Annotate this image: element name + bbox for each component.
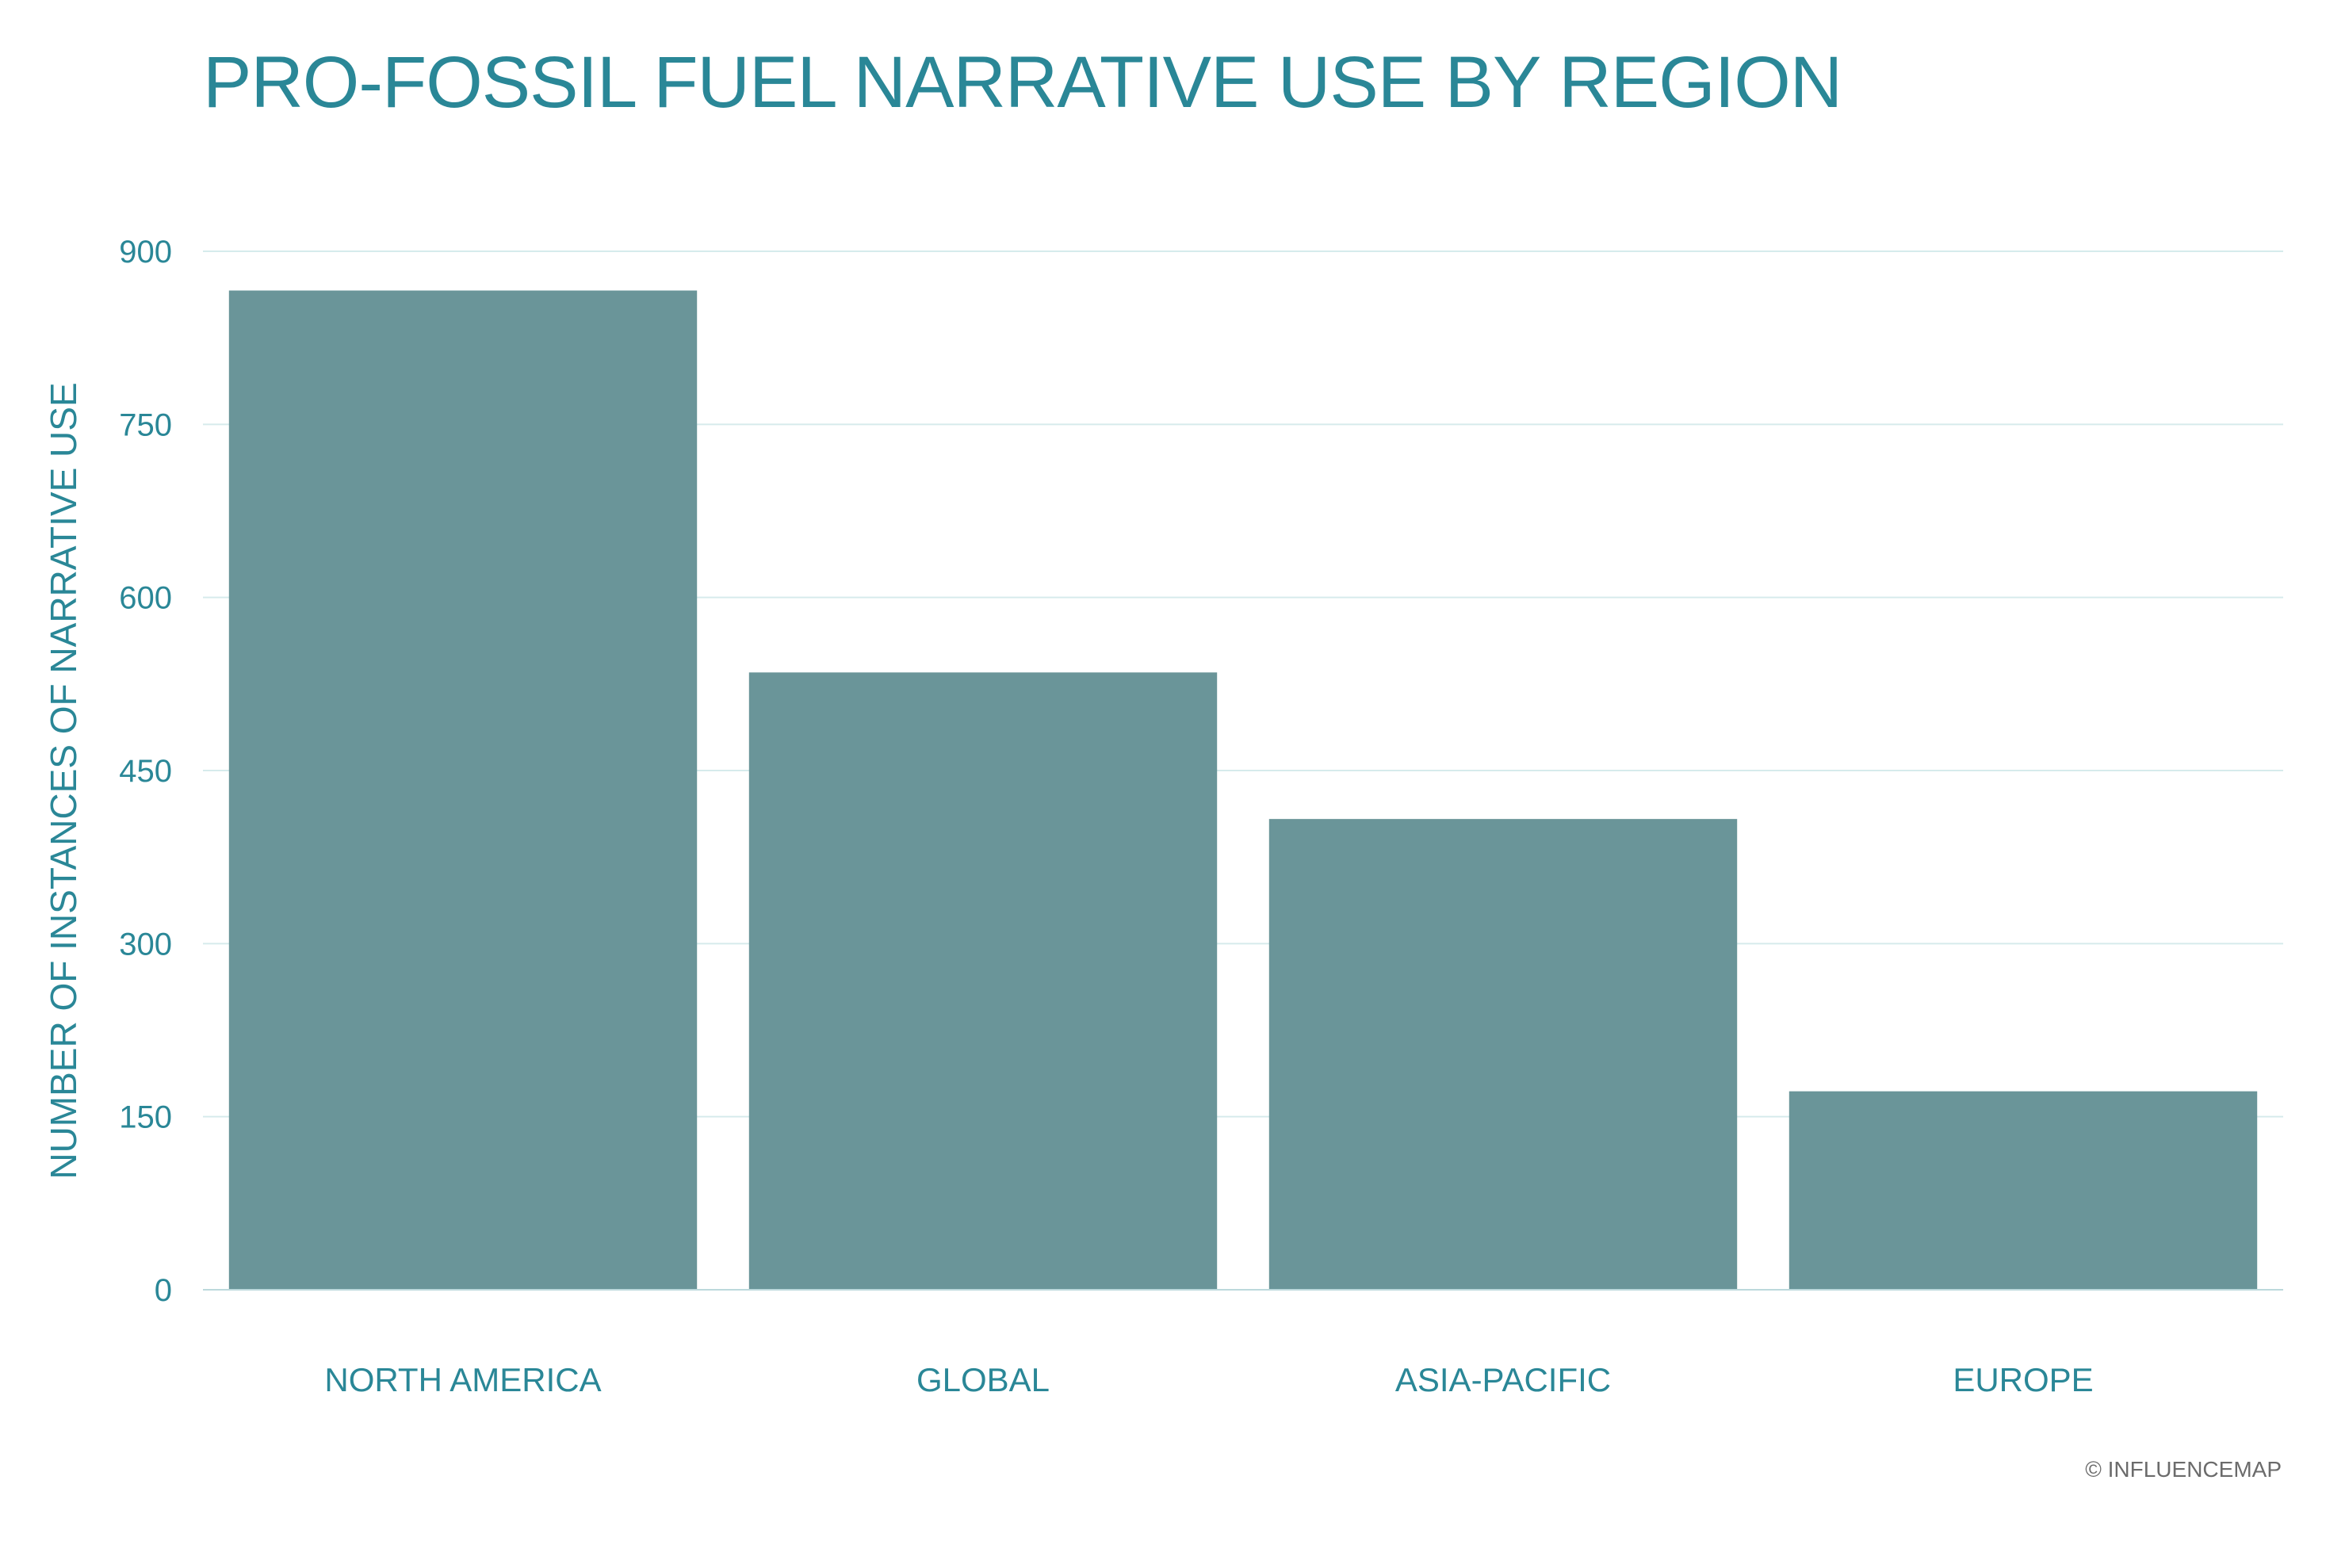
y-tick-label: 150 [119,1100,172,1135]
bars [228,290,2258,1290]
y-tick-label: 900 [119,235,172,270]
bar-europe [1788,1091,2258,1290]
credit-label: © INFLUENCEMAP [2085,1457,2282,1482]
x-category-label: EUROPE [1953,1361,2093,1398]
x-axis-categories: NORTH AMERICA GLOBAL ASIA-PACIFIC EUROPE [324,1361,2093,1398]
x-category-label: NORTH AMERICA [324,1361,601,1398]
y-tick-label: 300 [119,927,172,962]
y-tick-label: 750 [119,407,172,442]
bar-north-america [228,290,698,1290]
x-category-label: ASIA-PACIFIC [1395,1361,1611,1398]
chart-title: PRO-FOSSIL FUEL NARRATIVE USE BY REGION [203,42,1842,123]
bar-global [748,672,1218,1290]
y-axis-ticks: 0 150 300 450 600 750 900 [119,235,172,1308]
y-tick-label: 600 [119,581,172,616]
y-tick-label: 450 [119,754,172,789]
y-tick-label: 0 [155,1273,172,1308]
bar-asia-pacific [1268,819,1738,1290]
x-category-label: GLOBAL [916,1361,1050,1398]
y-axis-title: NUMBER OF INSTANCES OF NARRATIVE USE [43,382,84,1179]
